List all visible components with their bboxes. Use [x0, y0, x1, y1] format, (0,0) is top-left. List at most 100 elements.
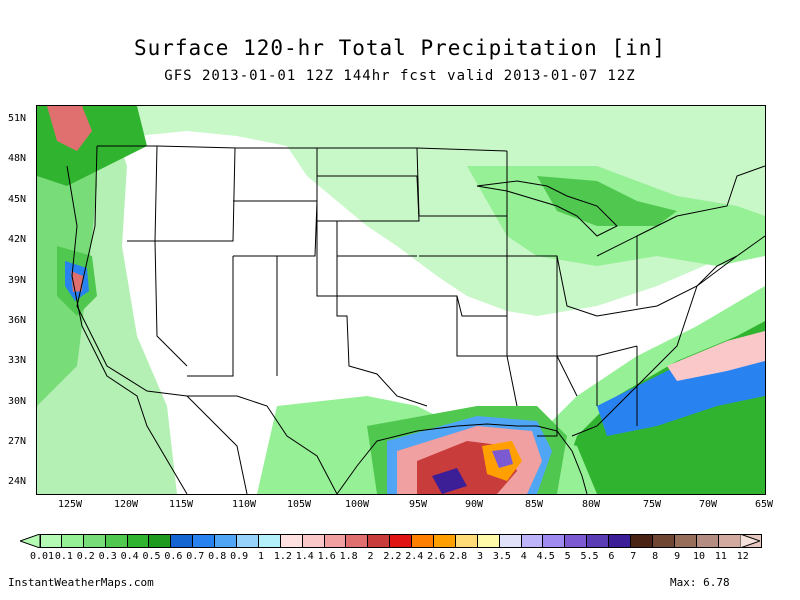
colorbar-swatch [258, 534, 281, 548]
colorbar-tick-label: 2.8 [449, 551, 468, 562]
colorbar-right-arrow [740, 534, 760, 548]
lat-label: 27N [8, 436, 27, 447]
colorbar-swatch [652, 534, 675, 548]
lon-label: 85W [524, 499, 544, 510]
lon-label: 120W [113, 499, 139, 510]
colorbar-swatch [521, 534, 544, 548]
colorbar-swatch [543, 534, 566, 548]
lon-label: 105W [286, 499, 312, 510]
colorbar-swatch [455, 534, 478, 548]
lon-label: 95W [408, 499, 428, 510]
colorbar-tick-label: 5 [564, 551, 571, 562]
map-subtitle: GFS 2013-01-01 12Z 144hr fcst valid 2013… [164, 68, 636, 84]
colorbar-swatch [696, 534, 719, 548]
colorbar-tick-label: 3 [476, 551, 484, 562]
colorbar-tick-label: 2.2 [383, 551, 402, 562]
colorbar-tick-label: 0.5 [142, 551, 161, 562]
precipitation-map [36, 105, 766, 495]
lat-label: 30N [8, 396, 27, 407]
site-credit: InstantWeatherMaps.com [8, 576, 154, 589]
colorbar-tick-label: 0.3 [98, 551, 117, 562]
colorbar-tick-label: 2 [367, 551, 374, 562]
lon-label: 75W [642, 499, 662, 510]
colorbar-tick-label: 1.8 [339, 551, 358, 562]
precip-field-gulf-blue-core [432, 468, 467, 494]
colorbar-swatch [215, 534, 238, 548]
colorbar-tick-label: 0.2 [76, 551, 95, 562]
colorbar-tick-label: 10 [692, 551, 706, 562]
colorbar-swatch [237, 534, 259, 548]
colorbar-tick-label: 2.6 [427, 551, 446, 562]
colorbar-tick-label: 1.4 [295, 551, 314, 562]
lon-label: 65W [754, 499, 774, 510]
colorbar-tick-label: 11 [714, 551, 727, 562]
colorbar-swatch [83, 534, 106, 548]
colorbar-labels: 0.01 0.1 0.2 0.3 0.4 0.5 0.6 0.7 0.8 0.9 1 1.2 1.4 1.… [20, 551, 800, 565]
colorbar-swatch [412, 534, 435, 548]
colorbar-tick-label: 4 [520, 551, 527, 562]
colorbar-swatch [171, 534, 194, 548]
colorbar-swatch [565, 534, 588, 548]
lat-label: 51N [8, 113, 27, 124]
lat-label: 24N [8, 476, 27, 487]
colorbar-swatch [477, 534, 500, 548]
colorbar-tick-label: 3.5 [492, 551, 511, 562]
lat-label: 48N [8, 153, 27, 164]
lat-label: 42N [8, 234, 27, 245]
max-label: Max: [670, 576, 697, 589]
colorbar-swatch [40, 534, 62, 548]
colorbar-swatch [368, 534, 391, 548]
precip-field-atlantic-pink [667, 331, 765, 381]
colorbar-tick-label: 1.2 [273, 551, 292, 562]
colorbar-swatch [280, 534, 303, 548]
colorbar-swatch [674, 534, 697, 548]
colorbar-tick-label: 1.6 [317, 551, 336, 562]
colorbar-swatch [324, 534, 347, 548]
colorbar-tick-label: 0.4 [120, 551, 139, 562]
colorbar-tick-label: 7 [630, 551, 637, 562]
colorbar-swatch [149, 534, 172, 548]
precip-field-nw-core [47, 106, 92, 151]
colorbar-tick-label: 1 [257, 551, 265, 562]
lat-label: 45N [8, 194, 27, 205]
colorbar-swatch [631, 534, 653, 548]
map-title: Surface 120-hr Total Precipitation [in] [133, 36, 667, 60]
colorbar-tick-label: 5.5 [580, 551, 599, 562]
colorbar-swatch [609, 534, 632, 548]
colorbar-swatch [346, 534, 369, 548]
colorbar-swatch [499, 534, 522, 548]
colorbar-swatch [61, 534, 84, 548]
lon-label: 80W [581, 499, 601, 510]
colorbar-swatch [390, 534, 413, 548]
lat-label: 33N [8, 355, 27, 366]
state-boundaries [76, 145, 765, 494]
colorbar [40, 534, 763, 548]
colorbar-swatch [127, 534, 150, 548]
colorbar-left-arrow [20, 534, 40, 548]
lon-label: 125W [57, 499, 83, 510]
colorbar-tick-label: 6 [608, 551, 615, 562]
max-value: 6.78 [703, 576, 730, 589]
coastlines [66, 165, 765, 494]
lon-label: 70W [698, 499, 718, 510]
lon-label: 115W [168, 499, 194, 510]
colorbar-swatch [587, 534, 610, 548]
lat-label: 36N [8, 315, 27, 326]
precip-field-gulf-purple [492, 449, 513, 468]
colorbar-tick-label: 0.1 [54, 551, 73, 562]
lon-label: 110W [231, 499, 257, 510]
max-readout: Max: 6.78 [670, 576, 730, 589]
colorbar-swatch [105, 534, 128, 548]
lon-label: 90W [464, 499, 484, 510]
colorbar-swatch [718, 534, 741, 548]
colorbar-tick-label: 0.8 [208, 551, 227, 562]
colorbar-tick-label: 0.6 [164, 551, 183, 562]
colorbar-tick-label: 2.4 [405, 551, 424, 562]
colorbar-swatch [302, 534, 325, 548]
colorbar-swatch [434, 534, 456, 548]
colorbar-tick-label: 12 [736, 551, 749, 562]
lon-label: 100W [344, 499, 370, 510]
lat-label: 39N [8, 275, 27, 286]
colorbar-tick-label: 0.9 [230, 551, 249, 562]
colorbar-tick-label: 8 [652, 551, 659, 562]
